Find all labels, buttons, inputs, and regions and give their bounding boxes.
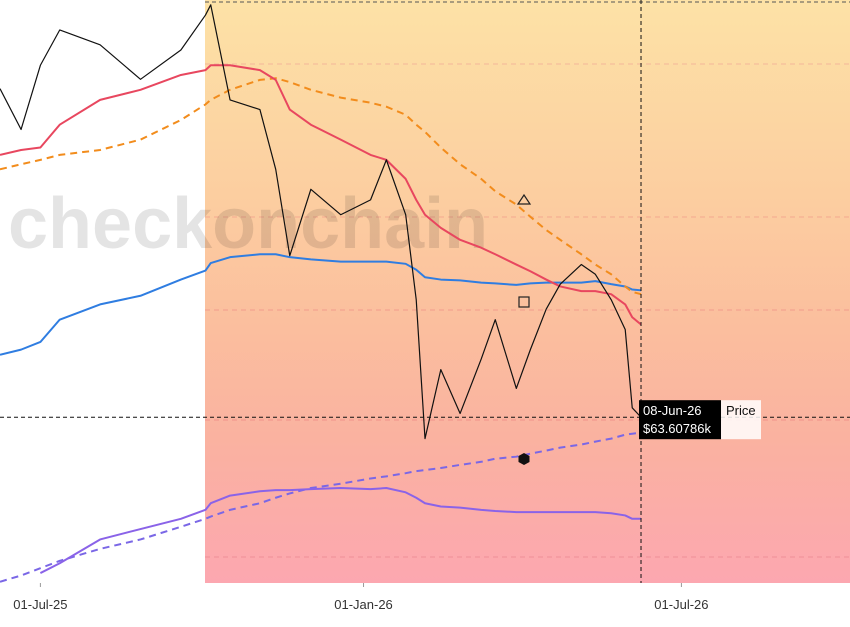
series-line [0,431,642,583]
series-line [0,77,642,296]
band-area [205,0,850,583]
triangle-marker [516,193,532,205]
series-line [0,64,642,326]
series-line [0,4,642,440]
watermark: checkonchain [8,184,488,264]
hexagon-marker [518,453,530,465]
background-bands [205,0,850,583]
square-marker [518,296,530,308]
x-tick-label: 01-Jul-25 [13,597,67,612]
tooltip-value: $63.60786k [643,421,711,436]
series-line [0,253,642,356]
tooltip-box [639,400,722,440]
tooltip-series: Price [726,403,756,418]
series-group [0,4,642,583]
tooltip-series-box [721,400,762,440]
x-tick-label: 01-Jul-26 [654,597,708,612]
tooltip-date: 08-Jun-26 [643,403,702,418]
overlay: 08-Jun-26 $63.60786k Price [0,0,850,583]
series-line [39,487,642,574]
x-tick-label: 01-Jan-26 [334,597,393,612]
markers [516,193,532,465]
